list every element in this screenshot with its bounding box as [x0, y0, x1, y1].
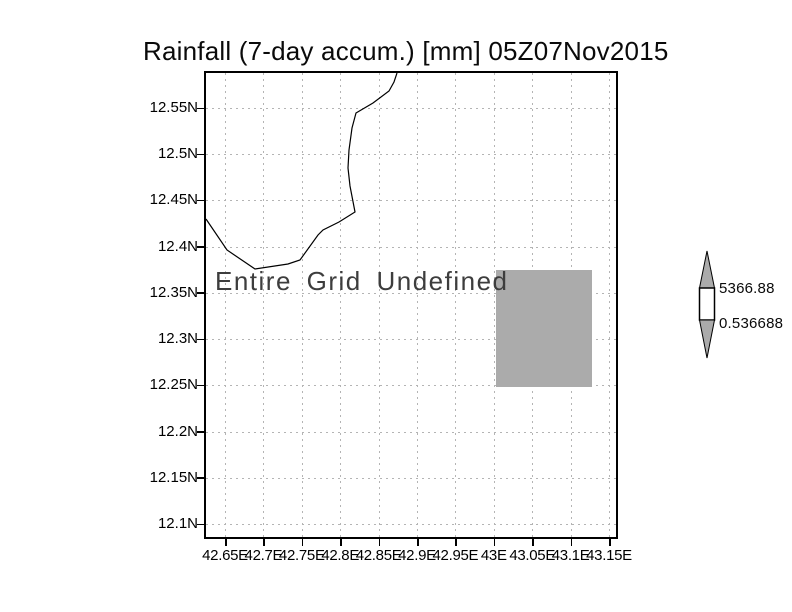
y-axis-tick — [197, 477, 204, 479]
y-axis-label: 12.25N — [149, 376, 198, 394]
colorbar-min-label: 0.536688 — [719, 315, 784, 332]
gridline-horizontal — [206, 108, 616, 109]
coastline — [206, 73, 398, 270]
gridline-horizontal — [206, 246, 616, 248]
x-axis-tick — [570, 539, 573, 546]
gridline-vertical — [301, 73, 303, 537]
gridline-horizontal — [206, 339, 616, 341]
y-axis-label: 12.2N — [157, 422, 198, 440]
data-shaded-cell — [496, 270, 592, 387]
gridline-vertical — [378, 73, 380, 537]
coastline-path — [206, 73, 398, 270]
x-axis-label: 43.05E — [509, 547, 556, 564]
x-axis-label: 42.75E — [278, 547, 325, 564]
y-axis-label: 12.15N — [149, 468, 198, 486]
gridline-vertical — [340, 73, 342, 537]
x-axis-tick — [378, 539, 381, 546]
y-axis-tick — [197, 338, 204, 341]
gridline-horizontal — [206, 292, 616, 294]
map-plot-area: Entire Grid Undefined — [204, 71, 618, 539]
gridline-horizontal — [206, 200, 616, 202]
x-axis-label: 42.65E — [202, 547, 248, 564]
y-axis-tick — [197, 384, 204, 387]
x-axis-tick — [263, 539, 265, 546]
gridline-vertical — [263, 73, 265, 537]
y-axis-tick — [197, 431, 204, 433]
colorbar-down-arrow-icon — [698, 319, 716, 359]
x-axis-tick — [301, 539, 304, 546]
colorbar-up-arrow-icon — [698, 250, 716, 289]
gridline-horizontal — [206, 154, 616, 156]
x-axis-label: 42.85E — [355, 547, 402, 564]
colorbar-range-box — [698, 287, 716, 321]
x-axis-tick — [340, 539, 342, 546]
x-axis-label: 42.9E — [398, 547, 436, 564]
x-axis-label: 42.7E — [244, 547, 283, 564]
x-axis-tick — [609, 539, 611, 546]
x-axis-label: 43.1E — [551, 547, 590, 564]
gridline-horizontal — [206, 524, 616, 526]
x-axis-tick — [493, 539, 496, 546]
y-axis-label: 12.3N — [157, 330, 198, 348]
x-axis-label: 42.95E — [432, 547, 479, 564]
y-axis-label: 12.5N — [157, 145, 198, 163]
y-axis-tick — [197, 199, 204, 202]
x-axis-label: 42.8E — [321, 547, 360, 564]
x-axis-label: 43.15E — [586, 547, 632, 564]
gridline-vertical — [493, 73, 495, 537]
plot-title: Rainfall (7-day accum.) [mm] 05Z07Nov201… — [143, 36, 669, 66]
y-axis-label: 12.45N — [149, 191, 198, 209]
x-axis-tick — [417, 539, 419, 546]
gridline-horizontal — [206, 477, 616, 479]
gridline-vertical — [225, 73, 226, 537]
colorbar-max-label: 5366.88 — [719, 280, 775, 297]
y-axis-tick — [197, 153, 204, 156]
gridline-vertical — [609, 73, 610, 537]
y-axis-label: 12.35N — [149, 283, 198, 301]
gridline-vertical — [455, 73, 457, 537]
y-axis-tick — [197, 107, 204, 109]
x-axis-tick — [225, 539, 227, 546]
colorbar — [698, 250, 716, 359]
gridline-vertical — [417, 73, 418, 537]
x-axis-tick — [532, 539, 534, 546]
x-axis-tick — [455, 539, 457, 546]
y-axis-tick — [197, 523, 204, 526]
undefined-grid-message: Entire Grid Undefined — [215, 266, 509, 296]
y-axis-tick — [197, 292, 204, 294]
y-axis-tick — [197, 246, 204, 248]
y-axis-label: 12.4N — [157, 237, 198, 255]
gridline-horizontal — [206, 385, 616, 387]
x-axis-label: 43E — [480, 547, 507, 564]
y-axis-label: 12.55N — [149, 99, 198, 116]
y-axis-label: 12.1N — [157, 515, 198, 533]
gridline-horizontal — [206, 431, 616, 433]
